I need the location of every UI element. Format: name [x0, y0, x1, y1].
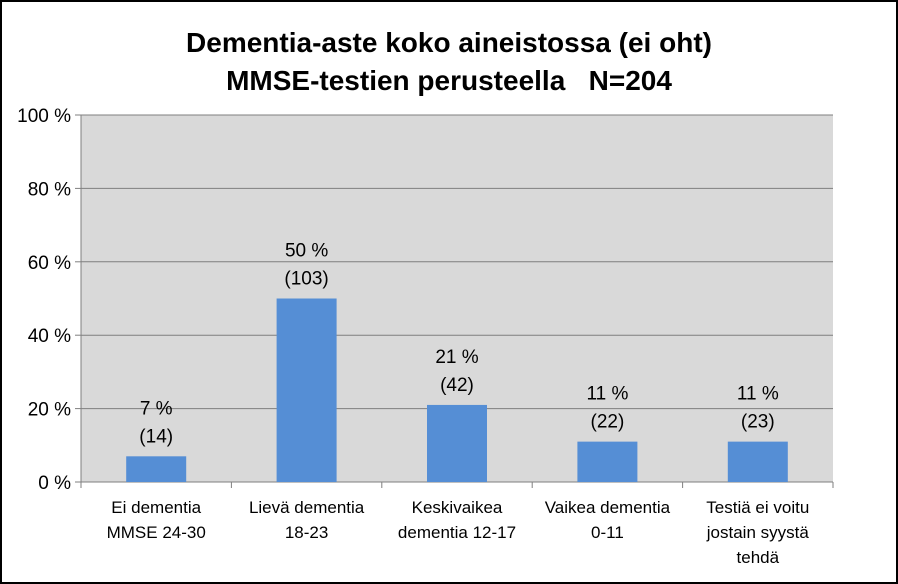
bar	[126, 456, 187, 482]
y-tick-label: 100 %	[17, 106, 71, 127]
bar	[427, 404, 487, 482]
data-label: 7 %	[140, 398, 173, 419]
y-tick-label: 80 %	[28, 179, 71, 200]
y-tick-label: 20 %	[28, 400, 71, 421]
x-tick-label: 0-11	[591, 523, 624, 542]
chart-title-line-2: MMSE-testien perusteella N=204	[226, 65, 672, 96]
x-tick-label: Ei dementia	[111, 498, 201, 517]
x-tick-label: MMSE 24-30	[107, 523, 206, 542]
y-tick-label: 60 %	[28, 253, 71, 274]
x-tick-label: Vaikea dementia	[545, 498, 671, 517]
y-tick-label: 40 %	[28, 326, 71, 347]
chart-title: Dementia-aste koko aineistossa (ei oht) …	[2, 24, 896, 100]
data-label: (14)	[139, 426, 173, 447]
x-tick-label: Keskivaikea	[412, 498, 503, 517]
data-label: (23)	[741, 412, 775, 433]
x-tick-label: Testiä ei voitu	[706, 498, 809, 517]
y-tick-label: 0 %	[38, 473, 71, 494]
bar	[727, 441, 788, 482]
data-label: 11 %	[586, 384, 628, 405]
bar	[577, 441, 638, 482]
x-tick-label: tehdä	[737, 548, 780, 567]
bar	[276, 298, 337, 482]
x-tick-label: jostain syystä	[706, 523, 810, 542]
chart-title-line-1: Dementia-aste koko aineistossa (ei oht)	[186, 27, 712, 58]
data-label: 11 %	[737, 384, 779, 405]
data-label: (22)	[591, 412, 625, 433]
data-label: (103)	[284, 269, 328, 290]
x-tick-label: dementia 12-17	[398, 523, 516, 542]
data-label: (42)	[440, 375, 474, 396]
x-tick-label: 18-23	[285, 523, 328, 542]
x-tick-label: Lievä dementia	[249, 498, 365, 517]
data-label: 21 %	[435, 347, 478, 368]
data-label: 50 %	[285, 241, 328, 262]
